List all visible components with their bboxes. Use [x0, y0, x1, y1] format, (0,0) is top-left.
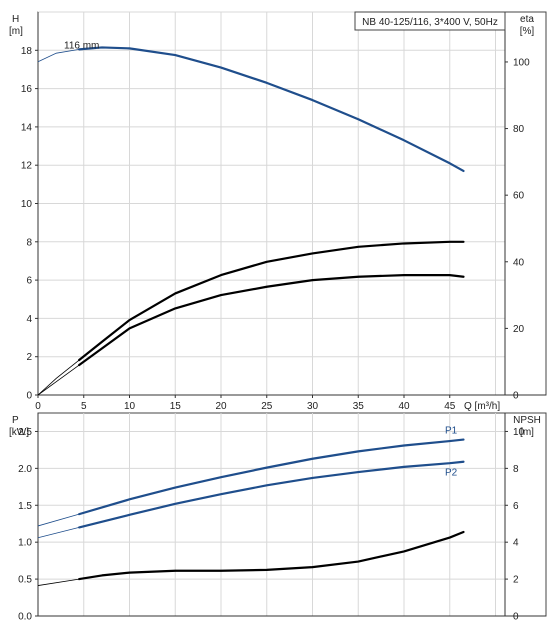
- x-tick-label: 15: [170, 401, 182, 412]
- left-tick-label: 0.5: [18, 575, 32, 586]
- left-tick-label: 2: [26, 352, 32, 363]
- right-tick-label: 60: [513, 191, 525, 202]
- series-line: [78, 274, 465, 367]
- left-tick-label: 2.0: [18, 464, 32, 475]
- left-tick-label: 8: [26, 237, 32, 248]
- series-label-p2: P2: [445, 468, 458, 479]
- x-tick-label: 5: [81, 401, 87, 412]
- right-tick-label: 8: [513, 464, 519, 475]
- right-axis-unit: [%]: [520, 26, 535, 37]
- series-line: [78, 240, 465, 362]
- left-tick-label: 4: [26, 314, 32, 325]
- right-axis-label: NPSH: [513, 415, 541, 426]
- right-tick-label: 10: [513, 427, 525, 438]
- lower-panel-frame: [37, 412, 547, 617]
- left-tick-label: 12: [21, 161, 33, 172]
- series-extension-line: [37, 364, 80, 396]
- panel-0: 0 2 4 6 8 10 12 14 16 18 0 20 40 60 80 100 H[m] eta[%] 0 5 1…: [9, 11, 546, 412]
- series-extension-line: [37, 359, 80, 396]
- x-tick-label: 0: [35, 401, 41, 412]
- x-tick-label: 25: [261, 401, 273, 412]
- series-line: [78, 530, 465, 581]
- title-box-frame: [354, 11, 506, 31]
- series-label-p1: P1: [445, 426, 458, 437]
- right-tick-label: 0: [513, 612, 519, 623]
- x-tick-label: 10: [124, 401, 136, 412]
- right-axis-unit: [m]: [520, 427, 534, 438]
- left-axis-label: H: [12, 14, 19, 25]
- left-tick-label: 6: [26, 276, 32, 287]
- right-tick-label: 0: [513, 391, 519, 402]
- right-tick-label: 4: [513, 538, 519, 549]
- series-extension-line: [37, 48, 80, 63]
- x-tick-label: 40: [398, 401, 410, 412]
- left-tick-label: 10: [21, 199, 33, 210]
- x-tick-label: 30: [307, 401, 319, 412]
- left-axis-unit: [kW]: [9, 427, 29, 438]
- chart-title: NB 40-125/116, 3*400 V, 50Hz: [362, 17, 498, 28]
- x-tick-label: 20: [215, 401, 227, 412]
- right-tick-label: 20: [513, 324, 525, 335]
- series-line: [78, 438, 465, 516]
- right-tick-label: 40: [513, 257, 525, 268]
- x-axis-label: Q [m³/h]: [464, 401, 500, 412]
- panel-1: 0.0 0.5 1.0 1.5 2.0 2.5 0 2 4 6 8 10 P[kW] NPSH[m] P1 P…: [9, 413, 546, 623]
- left-tick-label: 2.5: [18, 427, 32, 438]
- left-tick-label: 18: [21, 46, 33, 57]
- right-tick-label: 80: [513, 124, 525, 135]
- curve-label-116mm: 116 mm: [64, 40, 99, 51]
- x-tick-label: 45: [444, 401, 456, 412]
- series-extension-line: [37, 578, 80, 586]
- left-tick-label: 0: [26, 391, 32, 402]
- right-tick-label: 100: [513, 57, 530, 68]
- left-tick-label: 14: [21, 122, 33, 133]
- series-extension-line: [37, 527, 80, 539]
- left-axis-label: P: [12, 415, 19, 426]
- left-tick-label: 1.0: [18, 538, 32, 549]
- left-tick-label: 0.0: [18, 612, 32, 623]
- series-line: [78, 46, 465, 173]
- series-extension-line: [37, 513, 80, 527]
- left-tick-label: 16: [21, 84, 33, 95]
- right-tick-label: 2: [513, 575, 519, 586]
- chart-title-box: NB 40-125/116, 3*400 V, 50Hz: [354, 11, 506, 31]
- right-axis-label: eta: [520, 14, 534, 25]
- left-tick-label: 1.5: [18, 501, 32, 512]
- left-axis-unit: [m]: [9, 26, 23, 37]
- series-line: [78, 460, 465, 529]
- right-tick-label: 6: [513, 501, 519, 512]
- x-tick-label: 35: [353, 401, 365, 412]
